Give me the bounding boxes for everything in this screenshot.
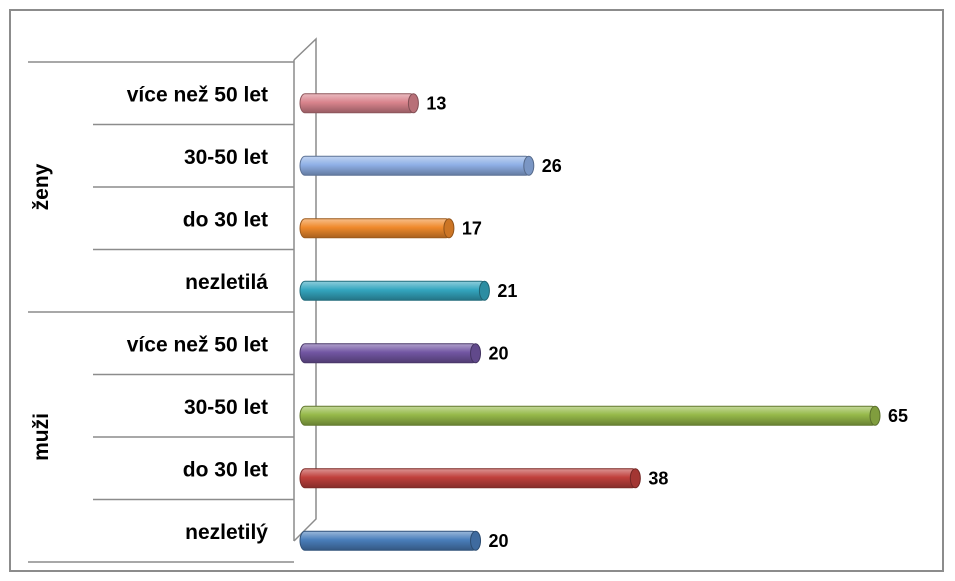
bar-cap [523,155,535,176]
category-label: 30-50 let [184,396,268,419]
bar [299,530,479,551]
axis-layer [28,37,317,563]
data-label: 65 [888,406,908,426]
bar [299,405,878,426]
bar [299,343,479,364]
bar-cap [478,280,490,301]
bar-cap [470,343,482,364]
bar-cap [407,93,419,114]
data-label: 17 [462,218,482,238]
category-label: do 30 let [183,458,268,481]
category-label: do 30 let [183,208,268,231]
bar [299,218,452,239]
data-label: 21 [497,281,517,301]
data-label: 20 [489,343,509,363]
group-label: ženy [30,163,53,210]
bar [299,93,416,114]
bar-layer [299,93,881,551]
label-layer: 13 více než 50 let 26 30-50 let 17 do 30 let 2… [30,83,908,551]
bar-cap [443,218,455,239]
data-label: 26 [542,156,562,176]
bar-cap [470,530,482,551]
data-label: 13 [426,93,446,113]
category-label: 30-50 let [184,146,268,169]
bar [299,155,532,176]
bar [299,468,638,489]
axis-wall [293,37,317,542]
category-label: více než 50 let [127,83,268,106]
category-label: více než 50 let [127,333,268,356]
bar-cap [869,405,881,426]
data-label: 20 [489,531,509,551]
group-label: muži [30,413,53,461]
data-label: 38 [648,468,668,488]
bar [299,280,487,301]
category-label: nezletilá [185,271,268,294]
bar-cap [629,468,641,489]
category-label: nezletilý [185,521,268,544]
